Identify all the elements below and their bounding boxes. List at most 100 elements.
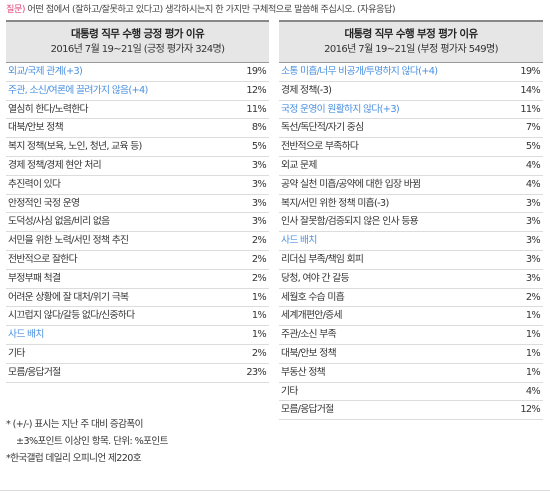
table-row: 전반적으로 부족하다 5% <box>279 138 543 157</box>
table-row: 모름/응답거절 23% <box>6 364 269 383</box>
footnote-line: *한국갤럽 데일리 오피니언 제220호 <box>6 453 142 464</box>
reason-percent: 2% <box>251 272 267 284</box>
table-row: 서민을 위한 노력/서민 정책 추진 2% <box>6 232 269 251</box>
reason-label: 경제 정책/경제 현안 처리 <box>8 159 102 171</box>
reason-percent: 11% <box>246 103 266 115</box>
positive-reasons-list: 외교/국제 관계(+3) 19% 주관, 소신/여론에 끌려가지 않음(+4) 12%… <box>6 62 269 383</box>
table-row: 부동산 정책 1% <box>279 364 543 383</box>
reason-label: 외교 문제 <box>281 159 317 171</box>
reason-label: 세월호 수습 미흡 <box>281 291 345 303</box>
table-row: 기타 2% <box>6 345 269 364</box>
footnote-line: ±3%포인트 이상인 항목. 단위: %포인트 <box>16 436 168 447</box>
positive-reasons-table: 대통령 직무 수행 긍정 평가 이유 2016년 7월 19~21일 (긍정 평… <box>6 20 269 383</box>
table-row: 어려운 상황에 잘 대처/위기 극복 1% <box>6 289 269 308</box>
table-row: 사드 배치 3% <box>279 232 543 251</box>
reason-percent: 3% <box>251 178 267 190</box>
reason-label: 추진력이 있다 <box>8 178 61 190</box>
table-row: 안정적인 국정 운영 3% <box>6 195 269 214</box>
table-row: 국정 운영이 원활하지 않다(+3) 11% <box>279 101 543 120</box>
reason-percent: 4% <box>525 178 541 190</box>
reason-percent: 1% <box>525 366 541 378</box>
negative-table-title: 대통령 직무 수행 부정 평가 이유 <box>344 28 478 40</box>
reason-percent: 3% <box>251 216 267 228</box>
reason-label: 독선/독단적/자기 중심 <box>281 122 364 134</box>
table-row: 추진력이 있다 3% <box>6 176 269 195</box>
table-row: 열심히 한다/노력한다 11% <box>6 101 269 120</box>
reason-label: 열심히 한다/노력한다 <box>8 103 89 115</box>
table-row: 기타 4% <box>279 383 543 402</box>
reason-label: 대북/안보 정책 <box>8 122 64 134</box>
table-row: 경제 정책(-3) 14% <box>279 82 543 101</box>
reason-percent: 2% <box>251 347 267 359</box>
reason-percent: 4% <box>525 385 541 397</box>
reason-percent: 3% <box>525 253 541 265</box>
table-row: 인사 잘못함/검증되지 않은 인사 등용 3% <box>279 213 543 233</box>
reason-label: 인사 잘못함/검증되지 않은 인사 등용 <box>281 216 419 228</box>
table-row: 전반적으로 잘한다 2% <box>6 251 269 270</box>
table-row: 독선/독단적/자기 중심 7% <box>279 119 543 139</box>
table-row: 대북/안보 정책 8% <box>6 119 269 139</box>
table-row: 공약 실천 미흡/공약에 대한 입장 바뀜 4% <box>279 176 543 195</box>
reason-label: 안정적인 국정 운영 <box>8 197 80 209</box>
table-row: 부정부패 척결 2% <box>6 270 269 289</box>
table-row: 소통 미흡/너무 비공개/투명하지 않다(+4) 19% <box>279 63 543 82</box>
reason-label: 사드 배치 <box>281 235 317 247</box>
reason-label: 공약 실천 미흡/공약에 대한 입장 바뀜 <box>281 178 421 190</box>
table-row: 세월호 수습 미흡 2% <box>279 289 543 308</box>
reason-percent: 3% <box>525 197 541 209</box>
negative-reasons-list: 소통 미흡/너무 비공개/투명하지 않다(+4) 19% 경제 정책(-3) 14% 국… <box>279 62 543 421</box>
footnote-line: * (+/-) 표시는 지난 주 대비 증감폭이 <box>6 419 143 430</box>
table-row: 모름/응답거절 12% <box>279 401 543 421</box>
question-text: 어떤 점에서 (잘하고/잘못하고 있다고) 생각하시는지 한 가지만 구체적으로… <box>25 4 396 15</box>
table-row: 복지 정책(보육, 노인, 청년, 교육 등) 5% <box>6 138 269 157</box>
reason-percent: 8% <box>251 122 267 134</box>
table-row: 리더십 부족/책임 회피 3% <box>279 251 543 270</box>
reason-label: 사드 배치 <box>8 329 44 341</box>
reason-percent: 3% <box>251 159 267 171</box>
reason-label: 대북/안보 정책 <box>281 347 337 359</box>
reason-label: 전반적으로 잘한다 <box>8 253 78 265</box>
reason-percent: 3% <box>525 272 541 284</box>
reason-percent: 3% <box>525 216 541 228</box>
reason-percent: 7% <box>525 122 541 134</box>
reason-label: 소통 미흡/너무 비공개/투명하지 않다(+4) <box>281 66 438 77</box>
table-row: 시끄럽지 않다/갈등 없다/신중하다 1% <box>6 307 269 327</box>
reason-label: 모름/응답거절 <box>8 366 61 378</box>
negative-table-subtitle: 2016년 7월 19~21일 (부정 평가자 549명) <box>324 44 498 55</box>
reason-percent: 2% <box>525 291 541 303</box>
reason-label: 부동산 정책 <box>281 366 326 378</box>
table-row: 사드 배치 1% <box>6 326 269 345</box>
table-row: 복지/서민 위한 정책 미흡(-3) 3% <box>279 195 543 214</box>
reason-percent: 14% <box>520 84 540 96</box>
question-line: 질문) 어떤 점에서 (잘하고/잘못하고 있다고) 생각하시는지 한 가지만 구… <box>6 1 396 15</box>
reason-percent: 12% <box>520 404 540 416</box>
reason-percent: 1% <box>525 310 541 322</box>
reason-label: 세계개편안/증세 <box>281 310 342 322</box>
table-row: 주관, 소신/여론에 끌려가지 않음(+4) 12% <box>6 82 269 101</box>
reason-label: 리더십 부족/책임 회피 <box>281 253 364 265</box>
reason-percent: 2% <box>251 253 267 265</box>
reason-label: 기타 <box>281 385 298 397</box>
reason-percent: 5% <box>525 141 541 153</box>
reason-percent: 1% <box>525 329 541 341</box>
reason-percent: 3% <box>251 197 267 209</box>
reason-label: 주관/소신 부족 <box>281 329 337 341</box>
table-row: 당청, 여야 간 갈등 3% <box>279 270 543 289</box>
reason-percent: 4% <box>525 159 541 171</box>
reason-label: 모름/응답거절 <box>281 404 334 416</box>
negative-reasons-table: 대통령 직무 수행 부정 평가 이유 2016년 7월 19~21일 (부정 평… <box>279 20 543 421</box>
reason-label: 복지 정책(보육, 노인, 청년, 교육 등) <box>8 141 142 153</box>
reason-percent: 12% <box>246 84 266 96</box>
table-row: 대북/안보 정책 1% <box>279 345 543 364</box>
reason-label: 서민을 위한 노력/서민 정책 추진 <box>8 235 129 247</box>
table-row: 외교 문제 4% <box>279 157 543 176</box>
bottom-divider <box>0 490 550 491</box>
reason-percent: 5% <box>251 141 267 153</box>
reason-percent: 23% <box>246 366 266 378</box>
negative-table-header: 대통령 직무 수행 부정 평가 이유 2016년 7월 19~21일 (부정 평… <box>279 20 543 62</box>
footnotes: * (+/-) 표시는 지난 주 대비 증감폭이 ±3%포인트 이상인 항목. … <box>6 416 168 467</box>
reason-label: 외교/국제 관계(+3) <box>8 66 83 77</box>
reason-label: 도덕성/사심 없음/비리 없음 <box>8 216 110 228</box>
positive-table-header: 대통령 직무 수행 긍정 평가 이유 2016년 7월 19~21일 (긍정 평… <box>6 20 269 62</box>
